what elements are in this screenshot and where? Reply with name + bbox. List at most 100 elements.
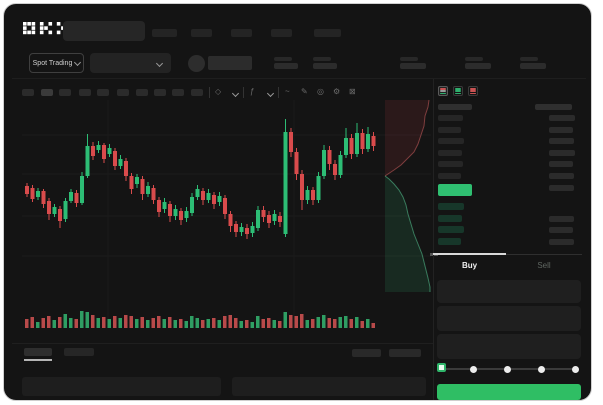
slider-dot[interactable] xyxy=(538,366,545,373)
volume-bar xyxy=(41,318,45,328)
volume-bar xyxy=(179,319,183,328)
timeframe-button[interactable] xyxy=(79,89,91,96)
ask-price-bar[interactable] xyxy=(438,126,461,133)
bid-price-bar[interactable] xyxy=(438,237,461,245)
ask-price-bar[interactable] xyxy=(438,172,461,179)
volume-bar xyxy=(80,311,84,328)
bid-amount-bar[interactable] xyxy=(549,215,574,222)
depth-asks-line xyxy=(384,99,430,177)
ask-amount-bar[interactable] xyxy=(549,138,574,144)
price-input[interactable] xyxy=(437,280,581,303)
timeframe-button[interactable] xyxy=(22,89,34,96)
candle-body xyxy=(250,226,255,233)
timeframe-button[interactable] xyxy=(117,89,129,96)
total-input[interactable] xyxy=(437,334,581,359)
header-divider xyxy=(12,78,586,79)
candle-body xyxy=(162,202,167,209)
volume-bar xyxy=(327,318,331,328)
volume-bar xyxy=(223,316,227,328)
ask-price-bar[interactable] xyxy=(438,115,463,121)
orderbook-bids-icon[interactable] xyxy=(453,86,463,96)
candle-body xyxy=(30,188,35,199)
timeframe-button[interactable] xyxy=(41,89,53,96)
volume-bar xyxy=(173,320,177,328)
search-input[interactable] xyxy=(63,21,145,41)
volume-bar xyxy=(168,317,172,328)
volume-bar xyxy=(102,317,106,328)
bid-amount-bar[interactable] xyxy=(549,227,573,233)
orders-tab-active[interactable] xyxy=(24,348,52,356)
last-price-bar[interactable] xyxy=(438,184,472,196)
ask-price-bar[interactable] xyxy=(438,138,464,144)
ticker-stat-label xyxy=(313,57,331,61)
volume-bar xyxy=(344,316,348,328)
ticker-stat-label xyxy=(520,57,538,61)
slider-dot[interactable] xyxy=(572,366,579,373)
ask-price-bar[interactable] xyxy=(438,149,462,156)
draw-icon[interactable]: ✎ xyxy=(301,87,308,96)
orders-toolbar-item[interactable] xyxy=(389,349,421,357)
orderbook-col-header[interactable] xyxy=(438,104,472,110)
volume-bar xyxy=(245,320,249,328)
candle-body xyxy=(190,197,194,213)
ticker-stat-value xyxy=(274,63,298,69)
timeframe-button[interactable] xyxy=(191,89,203,96)
ask-amount-bar[interactable] xyxy=(549,149,575,156)
timeframe-button[interactable] xyxy=(97,89,109,96)
candle-body xyxy=(223,198,227,214)
camera-icon[interactable]: ◎ xyxy=(317,87,324,96)
ask-amount-bar[interactable] xyxy=(549,115,575,121)
orderbook-all-icon[interactable] xyxy=(438,86,448,96)
timeframe-button[interactable] xyxy=(136,89,148,96)
coin-avatar xyxy=(188,55,205,72)
nav-item-placeholder[interactable] xyxy=(231,29,252,37)
candle-body xyxy=(316,176,321,200)
bid-price-bar[interactable] xyxy=(438,214,462,222)
orders-tab[interactable] xyxy=(64,348,94,356)
buy-button[interactable] xyxy=(437,384,581,400)
candle-body xyxy=(267,215,271,223)
slider-dot[interactable] xyxy=(470,366,477,373)
volume-bar xyxy=(74,319,78,328)
timeframe-button[interactable] xyxy=(172,89,184,96)
orderbook-asks-icon[interactable] xyxy=(468,86,478,96)
fullscreen-icon[interactable]: ⊠ xyxy=(349,87,356,96)
nav-item-placeholder[interactable] xyxy=(314,29,341,37)
ask-amount-bar[interactable] xyxy=(549,172,574,179)
orderbook-col-header[interactable] xyxy=(535,104,572,110)
depth-bids-area xyxy=(385,176,430,292)
bid-price-bar[interactable] xyxy=(438,203,464,210)
ask-price-bar[interactable] xyxy=(438,161,463,167)
orders-toolbar-item[interactable] xyxy=(352,349,381,357)
ask-amount-bar[interactable] xyxy=(549,185,574,191)
candle-body xyxy=(129,176,134,189)
tab-buy[interactable]: Buy xyxy=(461,261,478,270)
amount-input[interactable] xyxy=(437,306,581,331)
pair-selector-dropdown[interactable] xyxy=(90,53,171,73)
candle-body xyxy=(278,216,282,222)
bid-price-bar[interactable] xyxy=(438,226,464,233)
ask-amount-bar[interactable] xyxy=(549,161,573,167)
ask-amount-bar[interactable] xyxy=(549,126,573,133)
market-type-dropdown[interactable]: Spot Trading xyxy=(29,53,84,73)
volume-bar xyxy=(311,319,315,328)
volume-bar xyxy=(52,320,56,328)
timeframe-button[interactable] xyxy=(59,89,71,96)
tab-sell[interactable]: Sell xyxy=(537,261,551,270)
volume-bar xyxy=(289,315,293,328)
bid-amount-bar[interactable] xyxy=(549,238,574,245)
nav-item-placeholder[interactable] xyxy=(152,29,177,37)
slider-handle[interactable] xyxy=(437,363,446,372)
volume-bar xyxy=(184,321,188,328)
settings-icon[interactable]: ⚙ xyxy=(333,87,341,96)
indicators-icon[interactable]: ƒ xyxy=(250,87,255,96)
nav-item-placeholder[interactable] xyxy=(271,29,292,37)
slider-dot[interactable] xyxy=(504,366,511,373)
candle-body xyxy=(256,210,260,228)
volume-bar xyxy=(267,318,271,328)
line-tool-icon[interactable]: ~ xyxy=(285,87,290,96)
timeframe-button[interactable] xyxy=(154,89,166,96)
candle-type-icon[interactable]: ◇ xyxy=(215,87,222,96)
candlestick-chart[interactable] xyxy=(4,4,592,401)
nav-item-placeholder[interactable] xyxy=(191,29,212,37)
